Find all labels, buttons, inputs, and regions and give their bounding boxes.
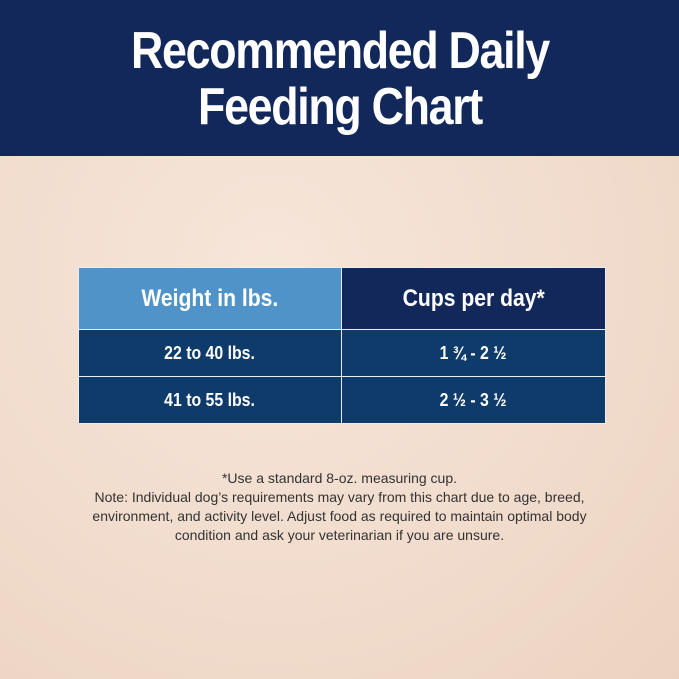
weight-cell: 41 to 55 lbs. (78, 376, 342, 424)
header-weight-label: Weight in lbs. (141, 284, 279, 312)
weight-cell: 22 to 40 lbs. (78, 329, 342, 377)
cups-cell: 1 ¾ - 2 ½ (341, 329, 606, 377)
title-line-1: Recommended Daily (130, 22, 550, 80)
page-title: Recommended Daily Feeding Chart (130, 22, 550, 136)
weight-value: 22 to 40 lbs. (164, 342, 256, 363)
table-row: 41 to 55 lbs. 2 ½ - 3 ½ (78, 376, 606, 424)
footnote-measuring-cup: *Use a standard 8-oz. measuring cup. (221, 470, 457, 486)
header-cups-label: Cups per day* (402, 284, 545, 312)
cups-cell: 2 ½ - 3 ½ (341, 376, 606, 424)
weight-value: 41 to 55 lbs. (164, 389, 256, 410)
footnotes: *Use a standard 8-oz. measuring cup. Not… (0, 469, 679, 545)
header-weight: Weight in lbs. (78, 267, 342, 330)
footnote-line-4: condition and ask your veterinarian if y… (174, 527, 505, 543)
cups-value: 2 ½ - 3 ½ (440, 389, 507, 410)
cups-value: 1 ¾ - 2 ½ (440, 342, 507, 363)
footnote-line-2: Note: Individual dog’s requirements may … (94, 489, 585, 505)
feeding-table: Weight in lbs. Cups per day* 22 to 40 lb… (78, 267, 606, 424)
title-banner: Recommended Daily Feeding Chart (0, 0, 679, 156)
table-row: 22 to 40 lbs. 1 ¾ - 2 ½ (78, 329, 606, 377)
header-cups: Cups per day* (341, 267, 606, 330)
table-header-row: Weight in lbs. Cups per day* (78, 267, 606, 330)
footnote-line-3: environment, and activity level. Adjust … (92, 508, 587, 524)
title-line-2: Feeding Chart (197, 78, 483, 136)
